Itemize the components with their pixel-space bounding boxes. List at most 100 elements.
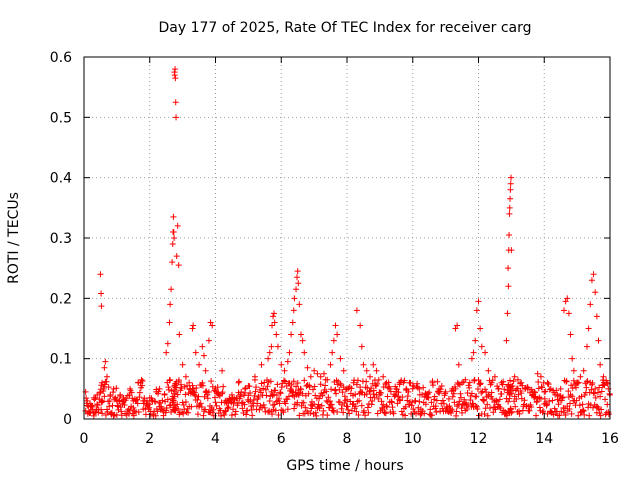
data-point	[506, 391, 513, 398]
data-point	[173, 253, 180, 260]
data-point	[383, 379, 390, 386]
data-point	[508, 408, 515, 415]
data-point	[535, 385, 542, 392]
data-point	[172, 99, 179, 106]
data-point	[163, 405, 170, 412]
data-point	[384, 393, 391, 400]
data-point	[164, 340, 171, 347]
data-point	[484, 401, 491, 408]
data-point	[533, 399, 540, 406]
data-point	[569, 355, 576, 362]
data-point	[478, 389, 485, 396]
data-point	[202, 367, 209, 374]
data-point	[191, 389, 198, 396]
data-point	[270, 313, 277, 320]
data-point	[219, 367, 226, 374]
data-point	[176, 377, 183, 384]
x-tick-label: 6	[277, 431, 286, 447]
data-point	[266, 349, 273, 356]
data-point	[189, 325, 196, 332]
data-point	[356, 397, 363, 404]
data-point	[466, 379, 473, 386]
data-point	[397, 397, 404, 404]
data-point	[555, 401, 562, 408]
data-point	[539, 409, 546, 416]
data-point	[288, 331, 295, 338]
x-axis-label: GPS time / hours	[286, 458, 403, 474]
data-point	[163, 349, 170, 356]
data-point	[468, 390, 475, 397]
data-point	[213, 402, 220, 409]
data-point	[382, 380, 389, 387]
data-point	[541, 395, 548, 402]
data-point	[296, 412, 303, 419]
data-point	[349, 401, 356, 408]
data-point	[136, 389, 143, 396]
data-point	[543, 402, 550, 409]
data-point	[588, 277, 595, 284]
data-point	[566, 405, 573, 412]
data-point	[118, 408, 125, 415]
data-point	[261, 404, 268, 411]
data-point	[597, 361, 604, 368]
data-point	[311, 367, 318, 374]
data-point	[94, 401, 101, 408]
data-point	[146, 394, 153, 401]
data-point	[493, 398, 500, 405]
x-tick-label: 8	[343, 431, 352, 447]
data-point	[506, 204, 513, 211]
data-point	[366, 388, 373, 395]
data-point	[596, 410, 603, 417]
data-point	[194, 396, 201, 403]
data-point	[311, 383, 318, 390]
data-point	[272, 407, 279, 414]
data-point	[554, 391, 561, 398]
x-tick-label: 16	[601, 431, 619, 447]
data-point	[106, 403, 113, 410]
data-point	[217, 407, 224, 414]
data-point	[301, 349, 308, 356]
data-point	[553, 387, 560, 394]
data-point	[277, 390, 284, 397]
data-point	[262, 386, 269, 393]
data-point	[104, 373, 111, 380]
data-point	[600, 373, 607, 380]
data-point	[310, 386, 317, 393]
data-point	[188, 403, 195, 410]
data-point	[592, 289, 599, 296]
data-point	[106, 397, 113, 404]
data-point	[352, 403, 359, 410]
data-point	[110, 385, 117, 392]
data-point	[383, 403, 390, 410]
data-point	[457, 394, 464, 401]
data-point	[225, 404, 232, 411]
data-point	[379, 406, 386, 413]
data-point	[409, 382, 416, 389]
data-point	[594, 403, 601, 410]
data-point	[339, 389, 346, 396]
data-point	[433, 397, 440, 404]
data-point	[135, 379, 142, 386]
data-point	[297, 331, 304, 338]
data-point	[482, 386, 489, 393]
data-point	[253, 384, 260, 391]
data-point	[399, 394, 406, 401]
data-point	[238, 389, 245, 396]
data-point	[595, 337, 602, 344]
data-point	[477, 380, 484, 387]
data-point	[250, 402, 257, 409]
data-point	[303, 382, 310, 389]
data-point	[237, 393, 244, 400]
y-tick-label: 0.3	[50, 231, 72, 247]
data-point	[288, 381, 295, 388]
data-point	[402, 403, 409, 410]
data-point	[401, 377, 408, 384]
grid-lines	[84, 57, 610, 419]
data-point	[151, 398, 158, 405]
x-tick-label: 14	[535, 431, 553, 447]
data-point	[596, 384, 603, 391]
data-point	[557, 385, 564, 392]
data-point	[208, 378, 215, 385]
data-point	[282, 400, 289, 407]
data-point	[153, 388, 160, 395]
